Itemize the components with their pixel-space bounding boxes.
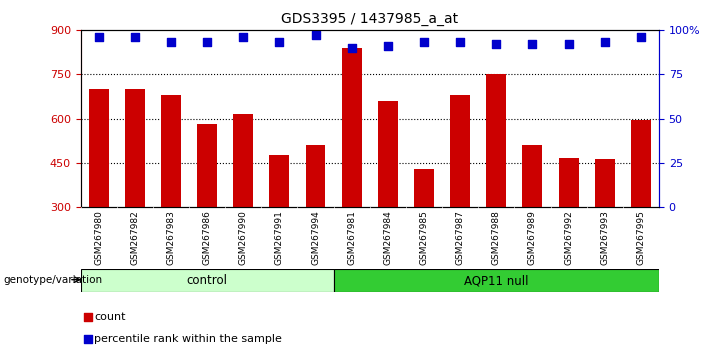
Point (454, 40, 465, 45)
Point (165, 40, 177, 45)
Point (635, 34, 646, 40)
Point (238, 34, 249, 40)
Text: GSM267981: GSM267981 (347, 210, 356, 265)
Point (527, 41, 538, 47)
Text: GSM267983: GSM267983 (166, 210, 175, 265)
Text: GSM267995: GSM267995 (637, 210, 646, 265)
Point (201, 40, 212, 45)
Bar (486, 74, 506, 207)
Point (382, 43, 393, 49)
Text: GSM267994: GSM267994 (311, 210, 320, 265)
Text: count: count (94, 312, 125, 322)
Text: control: control (186, 274, 228, 287)
Bar (81, 269, 334, 292)
Bar (378, 101, 397, 207)
Text: AQP11 null: AQP11 null (464, 274, 529, 287)
Bar (342, 48, 362, 207)
Text: GSM267984: GSM267984 (383, 210, 393, 265)
Text: GSM267990: GSM267990 (239, 210, 247, 265)
Point (563, 41, 574, 47)
Text: GSM267985: GSM267985 (419, 210, 428, 265)
Bar (161, 95, 181, 207)
Point (310, 33, 321, 38)
Bar (414, 169, 434, 207)
Point (418, 40, 430, 45)
Point (129, 34, 140, 40)
Text: genotype/variation: genotype/variation (4, 275, 102, 285)
Point (82, 314, 93, 320)
Text: GSM267986: GSM267986 (203, 210, 212, 265)
Bar (89, 89, 109, 207)
Text: GSM267988: GSM267988 (492, 210, 501, 265)
Bar (197, 125, 217, 207)
Point (599, 40, 611, 45)
Bar (269, 155, 290, 207)
Text: GSM267991: GSM267991 (275, 210, 284, 265)
Bar (450, 95, 470, 207)
Point (491, 41, 502, 47)
Bar (125, 89, 145, 207)
Text: GSM267980: GSM267980 (94, 210, 103, 265)
Point (274, 40, 285, 45)
Title: GDS3395 / 1437985_a_at: GDS3395 / 1437985_a_at (281, 12, 458, 26)
Text: percentile rank within the sample: percentile rank within the sample (94, 334, 282, 344)
Text: GSM267989: GSM267989 (528, 210, 537, 265)
Bar (631, 120, 651, 207)
Bar (594, 159, 615, 207)
Text: GSM267993: GSM267993 (600, 210, 609, 265)
Text: GSM267982: GSM267982 (130, 210, 139, 265)
Bar (522, 145, 543, 207)
Bar (334, 269, 659, 292)
Point (346, 45, 358, 51)
Point (93, 34, 104, 40)
Bar (233, 114, 253, 207)
Text: GSM267992: GSM267992 (564, 210, 573, 265)
Text: GSM267987: GSM267987 (456, 210, 465, 265)
Bar (559, 159, 578, 207)
Bar (306, 145, 325, 207)
Point (82, 336, 93, 342)
